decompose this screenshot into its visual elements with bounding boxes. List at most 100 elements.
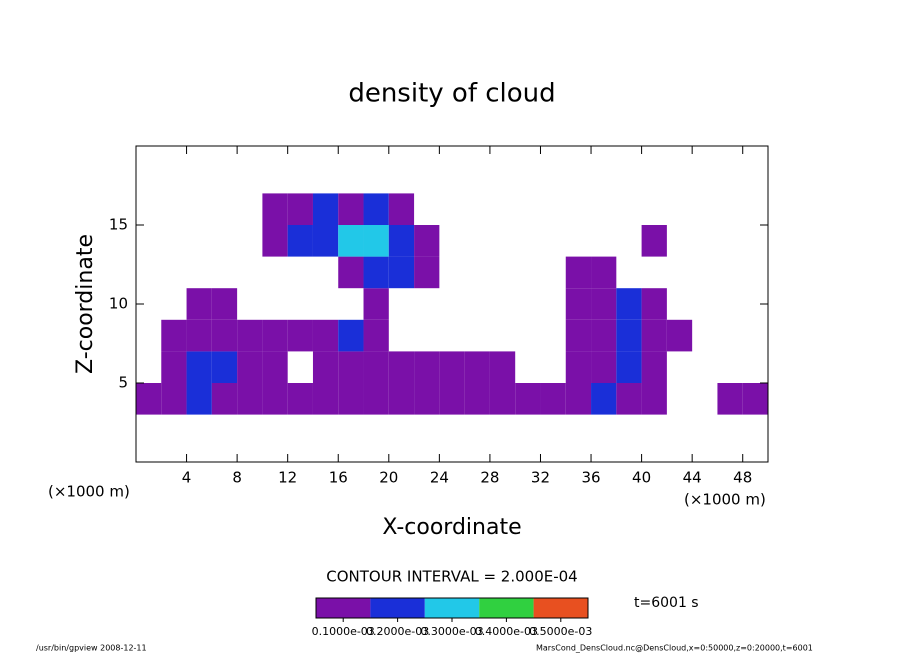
x-tick-label: 4 xyxy=(182,469,192,487)
x-tick-label: 44 xyxy=(683,469,702,487)
cell xyxy=(262,225,288,257)
cell xyxy=(211,319,238,352)
cell xyxy=(641,225,667,257)
cell xyxy=(616,383,642,415)
cell xyxy=(616,288,642,320)
colorbar-label: 0.2000e-03 xyxy=(366,625,429,638)
colorbar-label: 0.3000e-03 xyxy=(420,625,483,638)
cell xyxy=(211,383,238,415)
cell xyxy=(565,351,592,383)
cell xyxy=(388,225,415,257)
x-unit: (×1000 m) xyxy=(684,491,766,509)
x-tick-label: 48 xyxy=(733,469,752,487)
cell xyxy=(136,383,162,415)
y-tick-label: 5 xyxy=(118,374,128,392)
cell xyxy=(287,319,313,352)
cell xyxy=(641,288,667,320)
cell xyxy=(312,319,339,352)
y-unit: (×1000 m) xyxy=(48,483,130,501)
cell xyxy=(237,351,263,383)
time-label: t=6001 s xyxy=(634,595,699,611)
cell xyxy=(186,351,212,383)
cell xyxy=(565,288,592,320)
cell xyxy=(237,319,263,352)
x-tick-label: 40 xyxy=(632,469,651,487)
x-tick-label: 28 xyxy=(480,469,499,487)
cell xyxy=(591,288,617,320)
cell xyxy=(262,383,288,415)
x-axis-label: X-coordinate xyxy=(382,515,521,540)
cell xyxy=(186,288,212,320)
cell xyxy=(388,351,415,383)
cell xyxy=(287,383,313,415)
cell xyxy=(591,383,617,415)
cell xyxy=(237,383,263,415)
cell xyxy=(388,193,415,225)
cell xyxy=(616,319,642,352)
y-tick-label: 15 xyxy=(109,216,128,234)
contour-interval: CONTOUR INTERVAL = 2.000E-04 xyxy=(326,568,577,586)
cell xyxy=(161,319,187,352)
colorbar-segment xyxy=(316,598,371,618)
x-tick-label: 24 xyxy=(430,469,449,487)
x-tick-label: 12 xyxy=(278,469,297,487)
cell xyxy=(565,319,592,352)
cell xyxy=(591,319,617,352)
x-tick-label: 16 xyxy=(329,469,348,487)
cell xyxy=(312,351,339,383)
cell xyxy=(388,256,415,289)
colorbar-segment xyxy=(424,598,480,618)
cell xyxy=(641,351,667,383)
cell xyxy=(262,351,288,383)
cell xyxy=(565,256,592,289)
cell xyxy=(161,351,187,383)
cell xyxy=(414,351,440,383)
cell xyxy=(742,383,768,415)
cell xyxy=(565,383,592,415)
cell xyxy=(414,225,440,257)
chart-title: density of cloud xyxy=(348,79,555,109)
cell xyxy=(312,383,339,415)
cell xyxy=(641,383,667,415)
cell xyxy=(414,383,440,415)
cell xyxy=(641,319,667,352)
colorbar-label: 0.4000e-03 xyxy=(475,625,538,638)
cell xyxy=(338,225,364,257)
cell xyxy=(338,256,364,289)
cell xyxy=(489,383,516,415)
cell xyxy=(616,351,642,383)
cell xyxy=(540,383,566,415)
cell xyxy=(464,351,490,383)
cell xyxy=(464,383,490,415)
cell xyxy=(363,256,389,289)
cell xyxy=(363,288,389,320)
footer-right: MarsCond_DensCloud.nc@DensCloud,x=0:5000… xyxy=(536,644,813,653)
x-tick-label: 32 xyxy=(531,469,550,487)
colorbar-label: 0.1000e-03 xyxy=(312,625,375,638)
cell xyxy=(262,319,288,352)
cell xyxy=(439,383,465,415)
colorbar-segment xyxy=(370,598,425,618)
cell xyxy=(515,383,541,415)
cell xyxy=(186,383,212,415)
field xyxy=(136,193,768,415)
colorbar-label: 0.5000e-03 xyxy=(529,625,592,638)
x-tick-label: 20 xyxy=(379,469,398,487)
cell xyxy=(439,351,465,383)
cell xyxy=(161,383,187,415)
cell xyxy=(186,319,212,352)
colorbar-segment xyxy=(533,598,588,618)
cell xyxy=(363,319,389,352)
cell xyxy=(338,319,364,352)
cell xyxy=(338,351,364,383)
y-axis-label: Z-coordinate xyxy=(73,234,98,374)
cell xyxy=(211,351,238,383)
cell xyxy=(363,225,389,257)
footer-left: /usr/bin/gpview 2008-12-11 xyxy=(36,644,147,653)
cell xyxy=(489,351,516,383)
x-tick-label: 36 xyxy=(581,469,600,487)
cell xyxy=(666,319,693,352)
cell xyxy=(312,225,339,257)
cell xyxy=(287,225,313,257)
